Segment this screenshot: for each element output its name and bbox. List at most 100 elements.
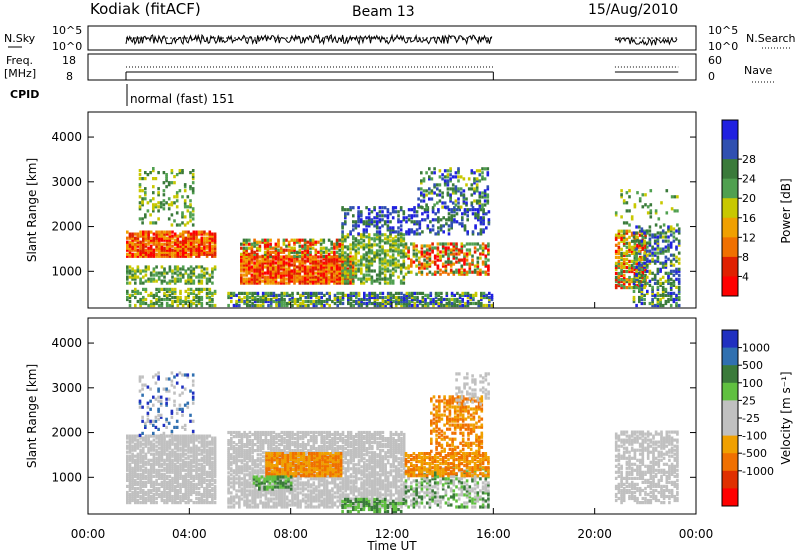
range-gate-cell [338, 254, 341, 258]
range-gate-cell [258, 265, 262, 269]
range-gate-cell [383, 275, 387, 279]
range-gate-cell [200, 279, 204, 283]
range-gate-cell [152, 232, 156, 236]
range-gate-cell [245, 252, 248, 256]
range-gate-cell [165, 442, 169, 446]
range-gate-cell [147, 498, 150, 503]
colorbar-tick-label: 20 [742, 192, 756, 205]
range-gate-cell [453, 214, 456, 218]
range-gate-cell [449, 262, 453, 266]
range-gate-cell [211, 267, 214, 271]
range-gate-cell [617, 278, 621, 282]
range-gate-cell [389, 249, 392, 253]
range-gate-cell [675, 247, 678, 251]
range-gate-cell [338, 252, 341, 256]
range-gate-cell [187, 450, 190, 454]
range-gate-cell [128, 254, 132, 258]
range-gate-cell [620, 267, 623, 272]
range-gate-cell [386, 210, 390, 214]
range-gate-cell [328, 291, 331, 295]
range-gate-cell [173, 438, 177, 442]
range-gate-cell [197, 246, 201, 250]
range-gate-cell [173, 462, 177, 466]
range-gate-cell [200, 287, 204, 291]
range-gate-cell [134, 236, 137, 240]
range-gate-cell [635, 269, 638, 273]
range-gate-cell [203, 486, 206, 491]
range-gate-cell [131, 234, 134, 238]
range-gate-cell [176, 464, 180, 468]
range-gate-cell [285, 248, 288, 252]
range-gate-cell [301, 250, 304, 254]
range-gate-cell [142, 242, 145, 246]
range-gate-cell [256, 291, 260, 295]
range-gate-cell [371, 293, 374, 297]
range-gate-cell [455, 220, 459, 224]
range-gate-cell [163, 297, 166, 302]
range-gate-cell [152, 279, 156, 283]
range-gate-cell [176, 295, 180, 300]
range-gate-cell [330, 275, 333, 279]
range-gate-cell [633, 249, 637, 253]
range-gate-cell [261, 303, 265, 308]
range-gate-cell [630, 247, 634, 251]
range-gate-cell [322, 271, 326, 275]
range-gate-cell [352, 237, 355, 241]
range-gate-cell [165, 238, 169, 242]
range-gate-cell [456, 297, 459, 302]
range-gate-cell [379, 295, 382, 300]
range-gate-cell [354, 255, 358, 259]
range-gate-cell [152, 207, 155, 211]
range-gate-cell [271, 263, 275, 267]
range-gate-cell [187, 436, 190, 440]
range-gate-cell [399, 267, 403, 271]
range-gate-cell [628, 280, 631, 284]
range-gate-cell [378, 235, 382, 239]
range-gate-cell [644, 233, 647, 237]
range-gate-cell [227, 293, 230, 297]
range-gate-cell [242, 269, 246, 273]
range-gate-cell [465, 197, 468, 201]
range-gate-cell [319, 275, 323, 279]
range-gate-cell [136, 458, 140, 462]
range-gate-cell [327, 271, 331, 275]
range-gate-cell [173, 484, 177, 488]
range-gate-cell [667, 273, 670, 277]
range-gate-cell [346, 281, 350, 285]
range-gate-cell [189, 211, 192, 215]
range-gate-cell [147, 478, 150, 482]
range-gate-cell [314, 279, 318, 283]
range-gate-cell [165, 494, 169, 499]
range-gate-cell [360, 261, 363, 265]
range-gate-cell [378, 277, 382, 281]
range-gate-cell [628, 263, 631, 268]
range-gate-cell [351, 263, 355, 267]
range-gate-cell [373, 233, 376, 237]
range-gate-cell [232, 291, 236, 295]
range-gate-cell [187, 462, 190, 466]
range-gate-cell [200, 468, 204, 472]
range-gate-cell [173, 466, 177, 470]
range-gate-cell [168, 244, 172, 248]
range-gate-cell [481, 177, 484, 181]
range-gate-cell [636, 284, 639, 288]
range-gate-cell [445, 301, 449, 306]
range-gate-cell [155, 460, 158, 464]
range-gate-cell [167, 207, 171, 211]
range-gate-cell [200, 252, 204, 256]
range-gate-cell [271, 261, 275, 265]
range-gate-cell [452, 262, 456, 266]
range-gate-cell [165, 293, 169, 297]
range-gate-cell [437, 291, 441, 295]
range-gate-cell [360, 267, 363, 271]
range-gate-cell [269, 259, 272, 263]
range-gate-cell [136, 494, 140, 499]
range-gate-cell [311, 246, 315, 250]
range-gate-cell [205, 254, 209, 258]
range-gate-cell [205, 460, 209, 464]
range-gate-cell [269, 303, 273, 308]
range-gate-cell [625, 231, 629, 235]
range-gate-cell [394, 230, 398, 234]
range-gate-cell [423, 254, 426, 258]
range-gate-cell [312, 299, 316, 304]
